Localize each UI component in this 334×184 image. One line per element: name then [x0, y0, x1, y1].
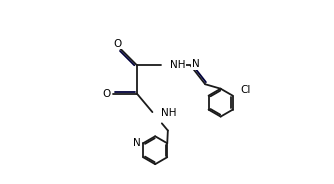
Text: N: N: [133, 138, 140, 148]
Text: NH: NH: [170, 60, 185, 70]
Text: NH: NH: [161, 108, 177, 118]
Text: O: O: [113, 39, 121, 49]
Text: Cl: Cl: [240, 85, 250, 95]
Text: N: N: [192, 59, 200, 69]
Text: O: O: [103, 89, 111, 99]
